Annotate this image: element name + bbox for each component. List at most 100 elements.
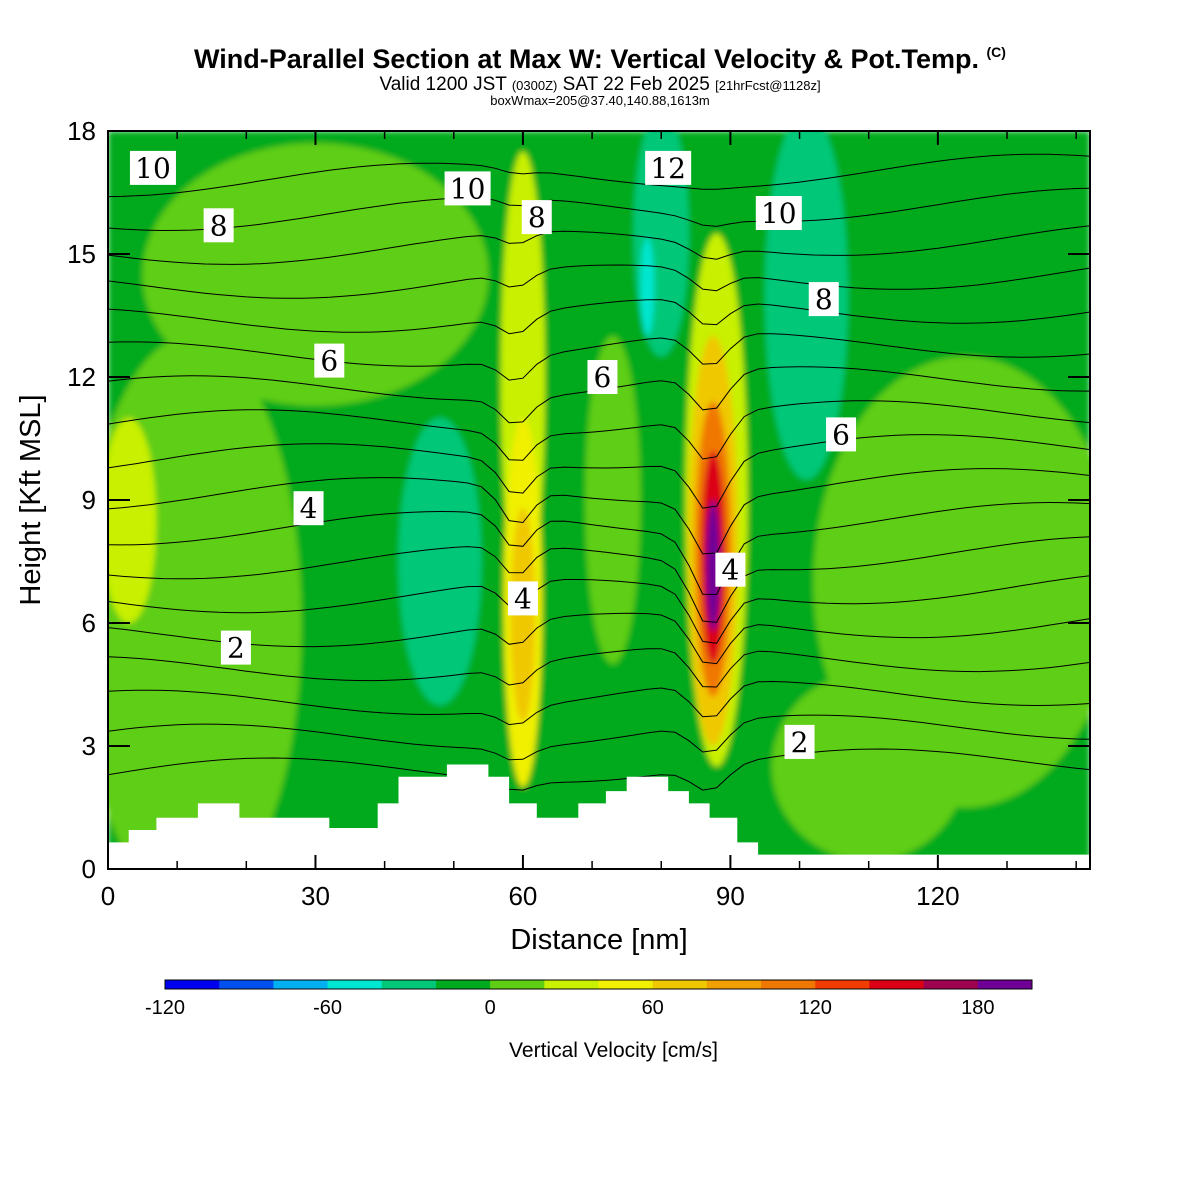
terrain-mask xyxy=(108,764,1090,869)
contour-label: 10 xyxy=(129,150,176,185)
contour-label: 8 xyxy=(808,282,839,317)
colorbar-swatch xyxy=(327,980,383,989)
y-tick-label: 9 xyxy=(82,485,96,515)
theta-contour-line xyxy=(108,714,1090,761)
contour-label: 2 xyxy=(220,630,251,665)
colorbar-swatch xyxy=(165,980,220,989)
theta-contour-line xyxy=(108,468,1090,555)
downdraft-region xyxy=(633,131,689,357)
contour-label-box xyxy=(203,208,234,243)
y-tick-label: 0 xyxy=(82,854,96,884)
contour-label-box xyxy=(220,630,251,665)
colorbar-tick-label: 60 xyxy=(642,997,664,1019)
colorbar-tick-label: 120 xyxy=(799,997,832,1019)
contour-label-box xyxy=(293,491,324,526)
theta-contour-line xyxy=(108,187,1090,232)
theta-contour-line xyxy=(108,434,1090,509)
weak-updraft-region xyxy=(108,418,157,623)
velocity-field xyxy=(108,131,1090,869)
contour-label: 6 xyxy=(314,343,345,378)
colorbar-swatch xyxy=(544,980,599,989)
colorbar-swatch xyxy=(219,980,274,989)
colorbar-swatch xyxy=(381,980,437,989)
contour-label: 6 xyxy=(587,360,618,394)
colorbar-tick-label: 180 xyxy=(961,997,994,1019)
theta-contour-line xyxy=(108,501,1090,596)
colorbar-swatch xyxy=(869,980,925,989)
x-tick-label: 30 xyxy=(301,881,330,911)
contour-label-box xyxy=(521,200,552,235)
downdraft-region xyxy=(640,237,655,336)
theta-contour-line xyxy=(108,264,1090,299)
contour-label-text: 10 xyxy=(761,197,797,230)
y-tick-label: 12 xyxy=(67,362,96,392)
colorbar-swatch xyxy=(977,980,1033,989)
contour-label-box xyxy=(444,171,491,206)
theta-contour-line xyxy=(108,536,1090,623)
contour-label-text: 4 xyxy=(514,582,532,615)
contour-label-box xyxy=(784,724,815,759)
contour-label: 2 xyxy=(784,724,815,759)
colorbar-frame xyxy=(164,979,1033,990)
theta-contour-line xyxy=(108,225,1090,265)
contour-label-box xyxy=(755,196,802,230)
contour-label-text: 6 xyxy=(832,418,850,451)
axes: 0 30 60 90 120 0 3 6 9 12 15 18 Distance [nm] Height … xyxy=(15,116,1090,956)
contour-label: 4 xyxy=(507,581,538,616)
contour-label: 8 xyxy=(203,208,234,243)
contour-label-box xyxy=(645,150,692,185)
contour-label-box xyxy=(507,581,538,616)
colorbar-swatch xyxy=(815,980,870,989)
contour-labels: 10 8 10 8 12 10 8 6 6 6 4 4 4 2 2 xyxy=(129,150,857,759)
x-axis-title: Distance [nm] xyxy=(510,924,687,956)
contour-label-text: 8 xyxy=(528,201,546,234)
contour-label-text: 4 xyxy=(300,492,318,525)
colorbar-swatch xyxy=(652,980,708,989)
contour-label: 10 xyxy=(755,196,802,230)
contour-label-text: 4 xyxy=(721,554,739,587)
downdraft-region xyxy=(398,418,482,705)
field-layers xyxy=(108,131,1090,869)
x-tick-label: 120 xyxy=(916,881,959,911)
theta-contour-line xyxy=(108,648,1090,688)
updraft-region xyxy=(706,499,721,632)
colorbar-swatch xyxy=(598,980,654,989)
box-info: boxWmax=205@37.40,140.88,1613m xyxy=(490,93,710,108)
theta-contour-line xyxy=(108,575,1090,644)
y-axis-title: Height [Kft MSL] xyxy=(15,394,47,605)
terrain xyxy=(108,764,1090,869)
theta-contour-line xyxy=(108,400,1090,461)
contour-label-box xyxy=(808,282,839,317)
contour-label-box xyxy=(587,360,618,394)
theta-contour-line xyxy=(108,680,1090,726)
contour-label: 8 xyxy=(521,200,552,235)
colorbar-tick-label: -60 xyxy=(313,997,342,1019)
weak-updraft-region xyxy=(108,336,302,869)
contour-label-text: 8 xyxy=(210,209,228,242)
x-tick-label: 90 xyxy=(716,881,745,911)
contour-label: 6 xyxy=(826,417,857,452)
contour-label: 10 xyxy=(444,171,491,206)
colorbar-swatch xyxy=(923,980,979,989)
contour-label: 4 xyxy=(293,491,324,526)
contour-label: 12 xyxy=(645,150,692,185)
contour-label-text: 8 xyxy=(815,283,833,316)
colorbar-swatch xyxy=(761,980,816,989)
contour-label-text: 2 xyxy=(791,726,809,759)
colorbar-swatch xyxy=(273,980,329,989)
chart-subtitle: Valid 1200 JST (0300Z) SAT 22 Feb 2025 [… xyxy=(379,74,821,95)
contour-label-box xyxy=(715,552,746,587)
contour-label-text: 6 xyxy=(320,345,338,378)
y-tick-label: 18 xyxy=(67,116,96,146)
theta-contour-line xyxy=(108,748,1090,791)
theta-contour-line xyxy=(108,333,1090,381)
x-tick-label: 0 xyxy=(101,881,115,911)
theta-contour-line xyxy=(108,612,1090,665)
contour-label-box xyxy=(826,417,857,452)
theta-contour-line xyxy=(108,299,1090,335)
colorbar-swatch xyxy=(435,980,491,989)
contour-label: 4 xyxy=(715,552,746,587)
y-tick-label: 3 xyxy=(82,731,96,761)
contour-label-text: 6 xyxy=(594,361,612,394)
